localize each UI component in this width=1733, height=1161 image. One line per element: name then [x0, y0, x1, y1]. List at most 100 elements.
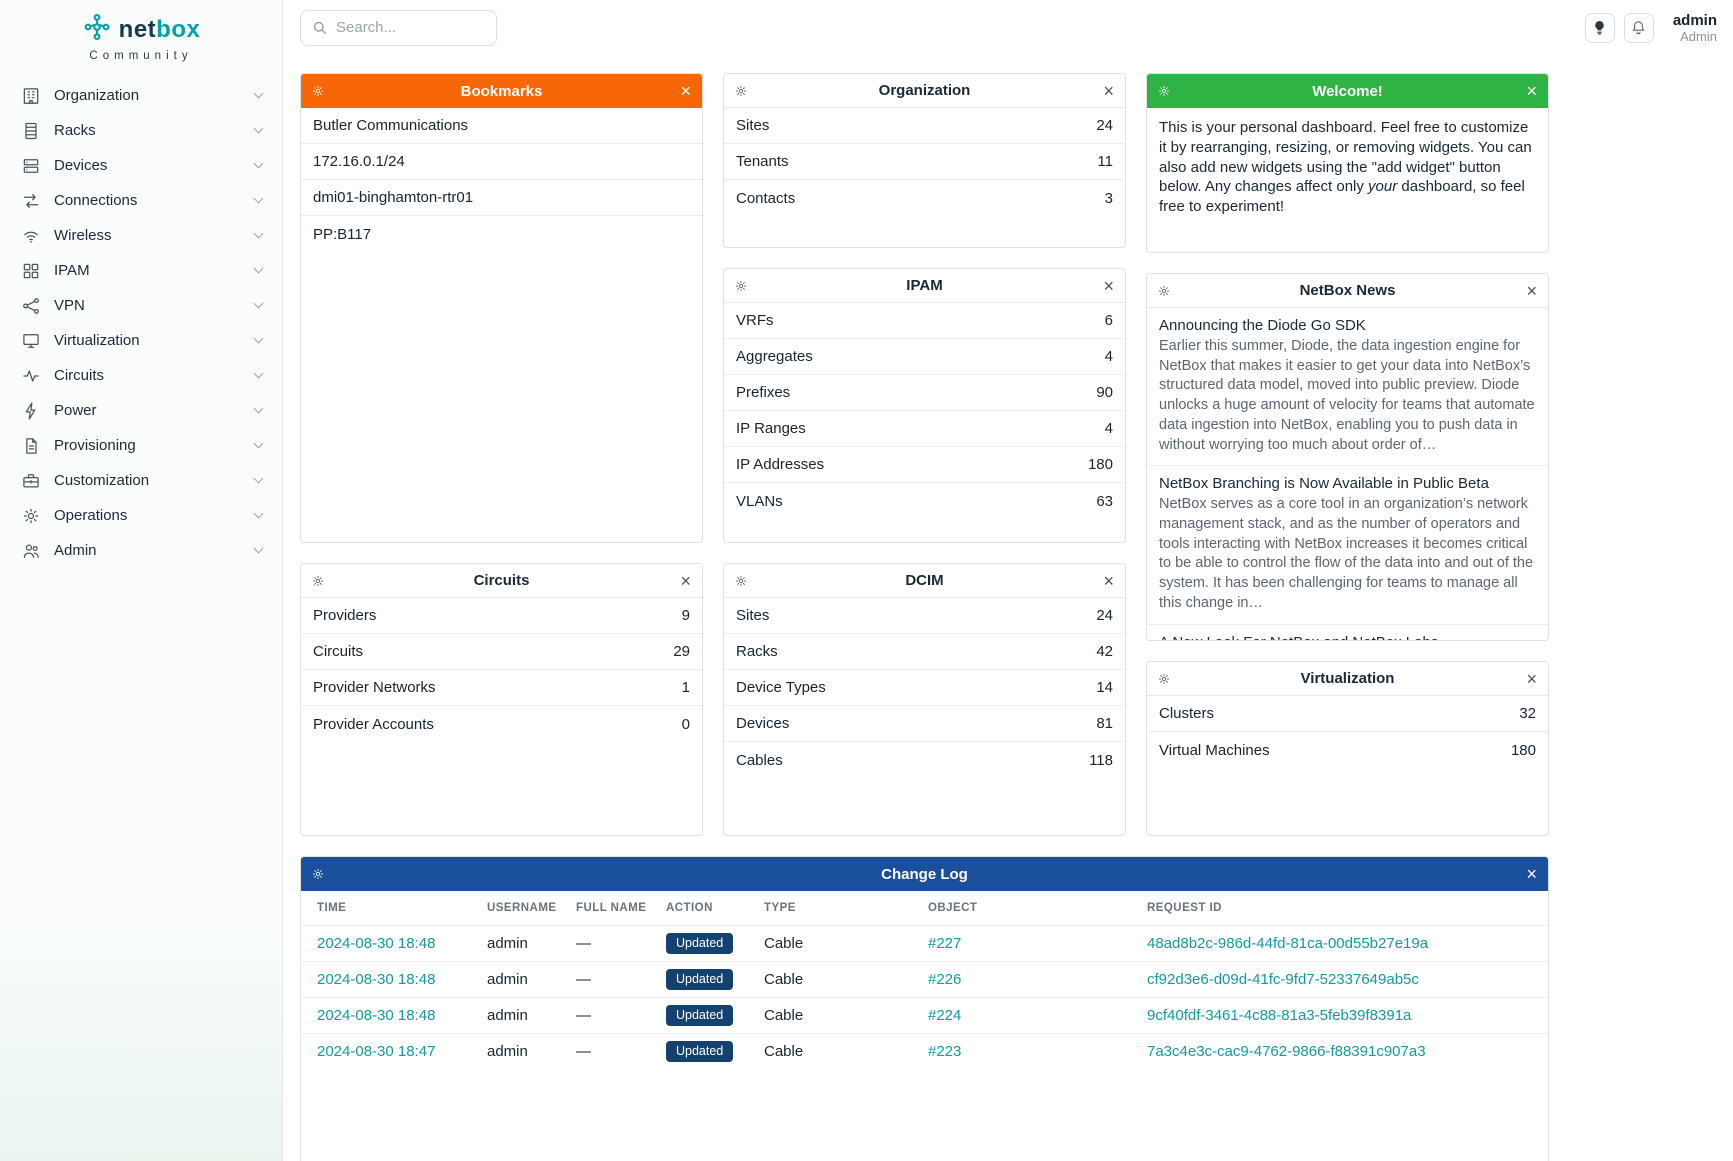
stat-row[interactable]: Prefixes 90 — [724, 375, 1125, 411]
admin-icon — [21, 541, 41, 561]
changelog-object-link[interactable]: #227 — [928, 935, 962, 952]
close-icon[interactable]: × — [1526, 280, 1537, 301]
close-icon[interactable]: × — [680, 570, 691, 591]
netbox-logo-icon — [82, 12, 112, 47]
changelog-column-header: TIME — [317, 902, 347, 914]
bookmark-item[interactable]: dmi01-binghamton-rtr01 — [301, 180, 702, 216]
changelog-request-id-link[interactable]: cf92d3e6-d09d-41fc-9fd7-52337649ab5c — [1147, 971, 1419, 988]
stat-row[interactable]: Virtual Machines 180 — [1147, 732, 1548, 768]
widget-circuits-header: Circuits × — [301, 564, 702, 598]
gear-icon[interactable] — [1157, 274, 1171, 307]
stat-row[interactable]: Clusters 32 — [1147, 696, 1548, 732]
stat-row[interactable]: Provider Networks 1 — [301, 670, 702, 706]
sidebar-item-power[interactable]: Power — [10, 393, 272, 428]
sidebar-item-vpn[interactable]: VPN — [10, 288, 272, 323]
close-icon[interactable]: × — [680, 81, 691, 101]
news-article-body: Earlier this summer, Diode, the data ing… — [1159, 338, 1535, 453]
stat-value: 32 — [1519, 705, 1536, 722]
close-icon[interactable]: × — [1103, 275, 1114, 296]
sidebar-item-connections[interactable]: Connections — [10, 183, 272, 218]
news-article-title[interactable]: NetBox Branching is Now Available in Pub… — [1159, 475, 1489, 493]
stat-label: Cables — [736, 751, 783, 769]
gear-icon[interactable] — [1157, 662, 1171, 695]
changelog-request-id-link[interactable]: 9cf40fdf-3461-4c88-81a3-5feb39f8391a — [1147, 1007, 1412, 1024]
stat-label: Prefixes — [736, 384, 791, 401]
stat-row[interactable]: Tenants 11 — [724, 144, 1125, 180]
changelog-request-id-link[interactable]: 48ad8b2c-986d-44fd-81ca-00d55b27e19a — [1147, 935, 1429, 952]
stat-row[interactable]: Contacts 3 — [724, 180, 1125, 216]
stat-row[interactable]: Sites 24 — [724, 598, 1125, 634]
brand-name: netbox — [119, 16, 201, 44]
stat-row[interactable]: IP Addresses 180 — [724, 447, 1125, 483]
stat-value: 14 — [1096, 679, 1113, 696]
stat-row[interactable]: Sites 24 — [724, 108, 1125, 144]
changelog-object-link[interactable]: #223 — [928, 1043, 962, 1060]
news-article: Announcing the Diode Go SDK Earlier this … — [1147, 308, 1548, 467]
close-icon[interactable]: × — [1526, 668, 1537, 689]
changelog-object-link[interactable]: #226 — [928, 971, 962, 988]
user-menu[interactable]: admin Admin — [1673, 12, 1717, 44]
stat-row[interactable]: VRFs 6 — [724, 303, 1125, 339]
changelog-fullname: — — [576, 935, 591, 952]
theme-toggle-button[interactable] — [1584, 12, 1615, 43]
brand[interactable]: netbox Community — [0, 12, 282, 62]
changelog-object-link[interactable]: #224 — [928, 1007, 962, 1024]
sidebar-item-customization[interactable]: Customization — [10, 463, 272, 498]
topbar-right: admin Admin — [1584, 12, 1717, 44]
search-input[interactable] — [336, 19, 486, 36]
sidebar-item-racks[interactable]: Racks — [10, 113, 272, 148]
stat-row[interactable]: Devices 81 — [724, 706, 1125, 742]
stat-row[interactable]: Racks 42 — [724, 634, 1125, 670]
sidebar-item-ipam[interactable]: IPAM — [10, 253, 272, 288]
sidebar-item-circuits[interactable]: Circuits — [10, 358, 272, 393]
widget-title: Change Log — [881, 865, 968, 883]
virtualization-stats: Clusters 32 Virtual Machines 180 — [1147, 696, 1548, 768]
close-icon[interactable]: × — [1103, 570, 1114, 591]
sidebar-item-label: Connections — [54, 192, 138, 209]
stat-row[interactable]: VLANs 63 — [724, 483, 1125, 519]
gear-icon[interactable] — [311, 564, 325, 597]
bookmark-item[interactable]: PP:B117 — [313, 225, 372, 243]
sidebar-item-devices[interactable]: Devices — [10, 148, 272, 183]
bookmark-item[interactable]: 172.16.0.1/24 — [301, 144, 702, 180]
notifications-button[interactable] — [1623, 12, 1654, 43]
sidebar-item-organization[interactable]: Organization — [10, 78, 272, 113]
stat-row[interactable]: Providers 9 — [301, 598, 702, 634]
gear-icon[interactable] — [311, 857, 325, 891]
stat-row[interactable]: Device Types 14 — [724, 670, 1125, 706]
gear-icon[interactable] — [734, 564, 748, 597]
sidebar-item-provisioning[interactable]: Provisioning — [10, 428, 272, 463]
sidebar-item-wireless[interactable]: Wireless — [10, 218, 272, 253]
close-icon[interactable]: × — [1526, 864, 1537, 884]
close-icon[interactable]: × — [1526, 81, 1537, 101]
changelog-time-link[interactable]: 2024-08-30 18:48 — [317, 1007, 436, 1024]
sidebar-item-admin[interactable]: Admin — [10, 533, 272, 568]
changelog-time-link[interactable]: 2024-08-30 18:48 — [317, 971, 436, 988]
gear-icon[interactable] — [734, 269, 748, 302]
widget-change-log-header: Change Log × — [301, 857, 1548, 891]
widget-title: IPAM — [906, 277, 943, 294]
close-icon[interactable]: × — [1103, 80, 1114, 101]
stat-row[interactable]: Aggregates 4 — [724, 339, 1125, 375]
changelog-time-link[interactable]: 2024-08-30 18:48 — [317, 935, 436, 952]
changelog-request-id-link[interactable]: 7a3c4e3c-cac9-4762-9866-f88391c907a3 — [1147, 1043, 1426, 1060]
stat-label: Virtual Machines — [1159, 741, 1270, 759]
rack-icon — [21, 121, 41, 141]
stat-label: Provider Accounts — [313, 715, 434, 733]
sidebar-item-operations[interactable]: Operations — [10, 498, 272, 533]
search-box[interactable] — [300, 9, 497, 46]
chevron-down-icon — [253, 368, 264, 379]
gear-icon[interactable] — [1157, 74, 1171, 108]
bookmark-item[interactable]: Butler Communications — [301, 108, 702, 144]
news-article-title[interactable]: A New Look For NetBox and NetBox Labs — [1159, 634, 1536, 640]
stat-row[interactable]: Provider Accounts 0 — [301, 706, 702, 742]
stat-row[interactable]: IP Ranges 4 — [724, 411, 1125, 447]
stat-label: Sites — [736, 607, 770, 624]
stat-row[interactable]: Circuits 29 — [301, 634, 702, 670]
news-article-title[interactable]: Announcing the Diode Go SDK — [1159, 317, 1366, 334]
gear-icon[interactable] — [734, 74, 748, 107]
stat-row[interactable]: Cables 118 — [724, 742, 1125, 778]
gear-icon[interactable] — [311, 74, 325, 108]
sidebar-item-virtualization[interactable]: Virtualization — [10, 323, 272, 358]
changelog-time-link[interactable]: 2024-08-30 18:47 — [317, 1043, 436, 1060]
